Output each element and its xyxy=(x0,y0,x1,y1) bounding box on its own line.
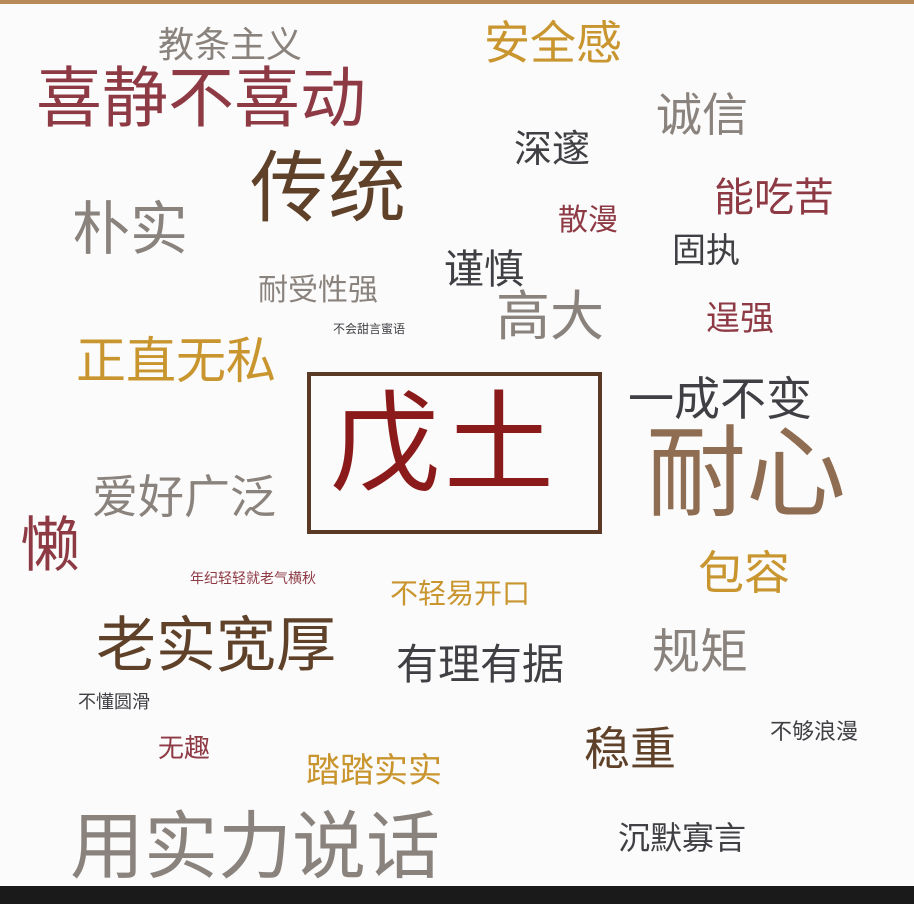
word: 安全感 xyxy=(484,16,622,70)
word: 沉默寡言 xyxy=(618,819,747,857)
word: 耐心 xyxy=(646,415,846,532)
word: 能吃苦 xyxy=(714,175,834,221)
word: 爱好广泛 xyxy=(92,470,276,524)
center-frame xyxy=(307,372,602,534)
word: 深邃 xyxy=(514,127,591,171)
word: 规矩 xyxy=(652,624,749,680)
word: 用实力说话 xyxy=(70,804,440,890)
bottom-bar xyxy=(0,886,914,904)
word: 散漫 xyxy=(558,203,618,238)
word: 无趣 xyxy=(158,734,211,764)
word: 耐受性强 xyxy=(258,273,378,308)
word: 一成不变 xyxy=(628,372,812,426)
word: 逞强 xyxy=(706,299,774,339)
word: 懒 xyxy=(20,511,80,581)
word: 固执 xyxy=(672,231,740,271)
center-title: 戊土 xyxy=(330,380,558,508)
word: 朴实 xyxy=(72,195,189,263)
word: 谨慎 xyxy=(444,247,524,293)
word: 传统 xyxy=(250,144,407,234)
word: 老实宽厚 xyxy=(96,611,336,681)
word: 高大 xyxy=(496,285,604,348)
word: 喜静不喜动 xyxy=(36,60,366,137)
word: 不轻易开口 xyxy=(390,577,531,610)
word: 年纪轻轻就老气横秋 xyxy=(190,571,316,587)
word: 有理有据 xyxy=(396,640,565,689)
word: 踏踏实实 xyxy=(306,751,442,791)
word: 稳重 xyxy=(584,722,676,776)
word: 不会甜言蜜语 xyxy=(333,322,406,336)
word: 正直无私 xyxy=(76,332,276,390)
word: 不够浪漫 xyxy=(770,720,859,745)
word: 不懂圆滑 xyxy=(78,692,150,713)
word: 包容 xyxy=(698,546,790,600)
word: 诚信 xyxy=(656,88,748,142)
word: 教条主义 xyxy=(158,25,303,66)
